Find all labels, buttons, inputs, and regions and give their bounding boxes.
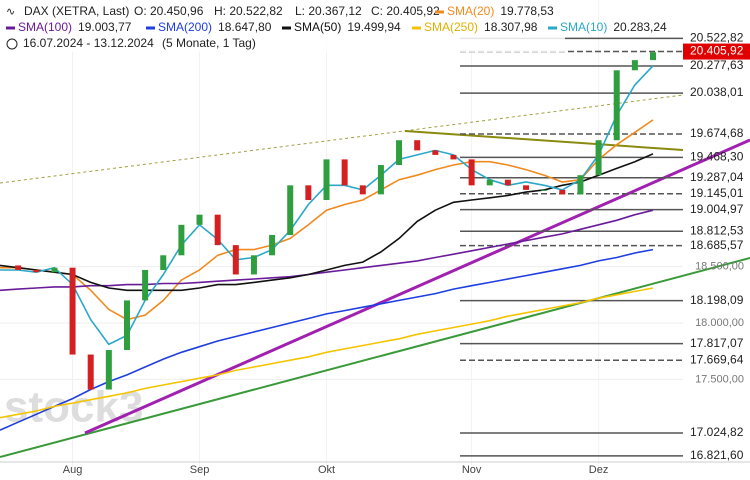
- level-label: 19.468,30: [690, 150, 744, 164]
- interval: (5 Monate, 1 Tag): [162, 36, 256, 50]
- plot: [0, 37, 683, 457]
- y-tick-label: 18.000,00: [695, 317, 744, 329]
- candle: [486, 179, 493, 186]
- candle: [69, 267, 76, 355]
- candle: [559, 189, 566, 195]
- sma-line: [0, 209, 654, 292]
- legend-name: SMA(100): [18, 20, 72, 34]
- legend-value: 19.778,53: [500, 4, 554, 18]
- legend-name: SMA(10): [560, 20, 607, 34]
- candle: [613, 70, 620, 141]
- trendline: [404, 130, 684, 151]
- candle: [595, 140, 602, 176]
- x-tick-label: Okt: [318, 464, 335, 476]
- candle: [214, 214, 221, 246]
- candle: [287, 185, 294, 235]
- level-label: 20.405,92: [690, 44, 744, 58]
- clock-icon: [6, 38, 18, 50]
- period: 16.07.2024 - 13.12.2024: [23, 36, 154, 50]
- candle: [87, 354, 94, 390]
- level-label: 16.821,60: [690, 448, 744, 462]
- x-tick-label: Sep: [190, 464, 210, 476]
- ohlc: O: 20.450,96: [134, 4, 204, 18]
- level-label: 19.004,97: [690, 202, 744, 216]
- y-tick-label: 17.500,00: [695, 373, 744, 385]
- level-label: 18.812,53: [690, 223, 744, 237]
- candle: [432, 150, 439, 155]
- y-axis: 17.500,00 18.000,00 18.500,00 Aug Sep Okt Nov D…: [0, 31, 750, 476]
- legend-name: SMA(250): [424, 20, 478, 34]
- ohlc: H: 20.522,82: [214, 4, 283, 18]
- legend: ∿ DAX (XETRA, Last) O: 20.450,96 H: 20.5…: [6, 4, 667, 50]
- y-tick-label: 18.500,00: [695, 260, 744, 272]
- legend-value: 18.307,98: [484, 20, 538, 34]
- candle: [232, 245, 239, 275]
- candle: [196, 214, 203, 225]
- x-tick-label: Aug: [63, 464, 83, 476]
- icon: ∿: [6, 6, 15, 18]
- legend-bg: [0, 0, 565, 52]
- candle: [396, 140, 403, 166]
- legend-value: 19.499,94: [347, 20, 401, 34]
- candle: [631, 60, 638, 71]
- level-label: 17.817,07: [690, 336, 744, 350]
- trendline: [0, 257, 750, 458]
- candle: [305, 185, 312, 201]
- legend-value: 19.003,77: [78, 20, 132, 34]
- candle: [468, 159, 475, 186]
- candle: [51, 267, 58, 273]
- level-label: 19.287,04: [690, 170, 744, 184]
- candle: [523, 185, 530, 190]
- candle: [504, 179, 511, 186]
- candle: [323, 159, 330, 201]
- price-box: [683, 43, 750, 60]
- sma-line: [0, 119, 654, 321]
- candle: [577, 175, 584, 195]
- candle: [178, 224, 185, 256]
- legend-value: 18.647,80: [218, 20, 272, 34]
- candle: [359, 185, 366, 195]
- ohlc: C: 20.405,92: [371, 4, 440, 18]
- candle: [450, 154, 457, 160]
- candle: [541, 189, 548, 191]
- symbol: DAX (XETRA, Last): [24, 4, 129, 18]
- sma-line: [0, 287, 654, 419]
- candle: [341, 159, 348, 186]
- watermark: stock3: [4, 383, 143, 432]
- level-label: 20.038,01: [690, 85, 744, 99]
- candle: [105, 350, 112, 390]
- legend-name: SMA(50): [294, 20, 341, 34]
- legend-name: SMA(200): [158, 20, 212, 34]
- candle: [123, 300, 130, 351]
- level-label: 19.674,68: [690, 126, 744, 140]
- trendline: [0, 94, 684, 184]
- legend-value: 20.283,24: [613, 20, 667, 34]
- level-label: 20.277,63: [690, 58, 744, 72]
- level-label: 18.685,57: [690, 238, 744, 252]
- trendline: [84, 138, 750, 435]
- level-label: 17.669,64: [690, 352, 744, 366]
- candle: [15, 265, 22, 270]
- candle: [142, 269, 149, 301]
- ohlc: L: 20.367,12: [295, 4, 362, 18]
- candle: [650, 52, 656, 61]
- candle: [377, 165, 384, 195]
- x-tick-label: Dez: [589, 464, 609, 476]
- level-label: 19.145,01: [690, 186, 744, 200]
- candle: [33, 269, 40, 273]
- legend-name: SMA(20): [447, 4, 494, 18]
- candle: [269, 234, 276, 256]
- candle: [250, 255, 257, 275]
- candle: [414, 140, 421, 151]
- candle: [160, 255, 167, 270]
- level-label: 18.198,09: [690, 293, 744, 307]
- level-label: 17.024,82: [690, 425, 744, 439]
- x-tick-label: Nov: [462, 464, 482, 476]
- level-label: 20.522,82: [690, 31, 744, 45]
